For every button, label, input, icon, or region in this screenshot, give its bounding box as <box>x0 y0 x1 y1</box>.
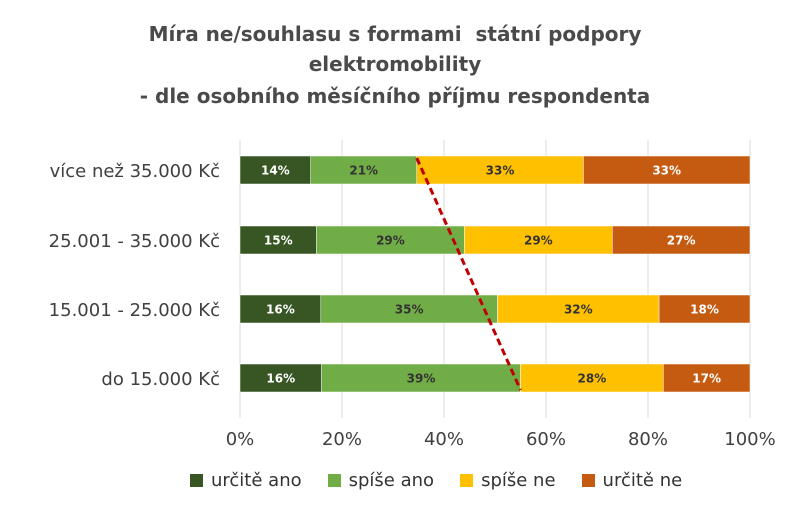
data-label: 18% <box>690 303 719 317</box>
data-label: 15% <box>264 234 293 248</box>
data-label: 29% <box>524 234 553 248</box>
legend-label: určitě ano <box>211 470 302 491</box>
bar-segment <box>612 225 751 255</box>
legend-swatch <box>460 474 474 487</box>
legend-item-urcite-ne: určitě ne <box>581 470 683 491</box>
legend-item-spise-ano: spíše ano <box>327 470 435 491</box>
x-tick-label: 100% <box>724 429 775 450</box>
x-tick-label: 40% <box>424 429 464 450</box>
legend-label: spíše ne <box>481 470 556 491</box>
legend-label: spíše ano <box>348 470 435 491</box>
bar-segment <box>583 155 751 185</box>
legend-swatch <box>581 474 595 487</box>
x-tick-label: 60% <box>526 429 566 450</box>
category-label: do 15.000 Kč <box>101 369 220 390</box>
bar-segment <box>316 225 465 255</box>
data-label: 27% <box>667 234 696 248</box>
x-tick-label: 20% <box>322 429 362 450</box>
category-label: 25.001 - 35.000 Kč <box>49 231 220 252</box>
legend-item-urcite-ano: určitě ano <box>190 470 302 491</box>
bar-segment <box>658 294 751 324</box>
bar-segment <box>239 363 322 393</box>
bar-segment <box>416 155 584 185</box>
legend-swatch <box>327 474 341 487</box>
data-label: 17% <box>692 372 721 386</box>
legend: určitě ano spíše ano spíše ne určitě ne <box>190 470 682 491</box>
data-label: 29% <box>376 234 405 248</box>
bar-segment <box>663 363 751 393</box>
bar-segment <box>320 294 498 324</box>
bar-segment <box>321 363 521 393</box>
legend-swatch <box>190 474 203 487</box>
data-label: 16% <box>266 372 295 386</box>
data-label: 39% <box>407 372 436 386</box>
data-label: 33% <box>486 164 515 178</box>
bar-segment <box>464 225 613 255</box>
data-label: 28% <box>578 372 607 386</box>
x-tick-label: 0% <box>226 429 255 450</box>
x-tick-label: 80% <box>628 429 668 450</box>
chart-title-line-2: elektromobility <box>308 52 482 76</box>
bar-segment <box>239 294 322 324</box>
chart-title-line-1: Míra ne/souhlasu s formami státní podpor… <box>148 22 642 46</box>
data-label: 21% <box>349 164 378 178</box>
bar-segment <box>239 155 311 185</box>
chart-title-line-3: - dle osobního měsíčního příjmu responde… <box>139 84 651 108</box>
trend-line <box>415 157 522 391</box>
data-label: 16% <box>266 303 295 317</box>
legend-item-spise-ne: spíše ne <box>460 470 556 491</box>
legend-label: určitě ne <box>602 470 683 491</box>
data-label: 35% <box>395 303 424 317</box>
data-label: 32% <box>564 303 593 317</box>
bar-segment <box>497 294 660 324</box>
data-label: 14% <box>261 164 290 178</box>
category-label: 15.001 - 25.000 Kč <box>49 300 220 321</box>
bar-segment <box>239 225 317 255</box>
bar-segment <box>520 363 664 393</box>
category-label: více než 35.000 Kč <box>50 161 220 182</box>
bar-segment <box>310 155 417 185</box>
data-label: 33% <box>652 164 681 178</box>
